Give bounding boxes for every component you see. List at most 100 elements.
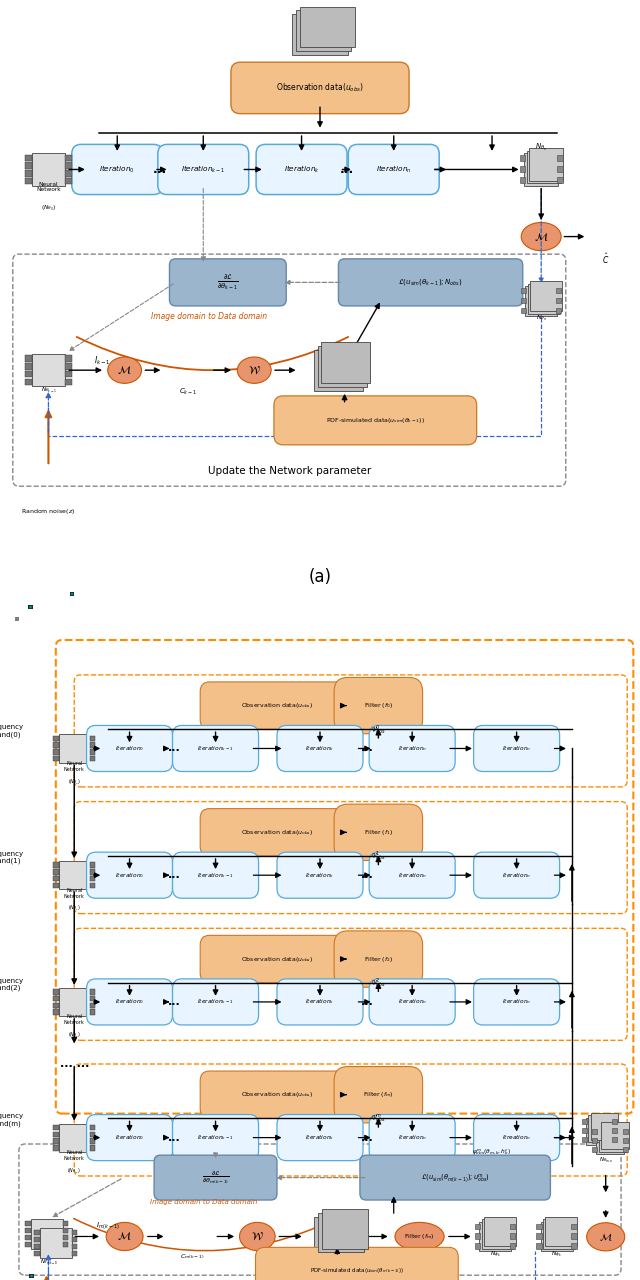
Text: ...: ... — [168, 997, 180, 1007]
FancyBboxPatch shape — [255, 1247, 458, 1280]
FancyBboxPatch shape — [86, 1115, 173, 1161]
Bar — [321, 342, 371, 383]
Bar — [296, 10, 351, 51]
Bar — [25, 178, 31, 184]
Bar — [557, 177, 563, 183]
Text: ...: ... — [340, 163, 354, 175]
Text: $Iteration_n$: $Iteration_n$ — [397, 870, 427, 879]
Bar — [527, 151, 561, 183]
Text: $Iteration_0$: $Iteration_0$ — [115, 870, 144, 879]
Text: PDF-simulated data($u_{sim}(\theta_{m(k-1)})$): PDF-simulated data($u_{sim}(\theta_{m(k-… — [310, 1267, 404, 1275]
Bar — [25, 1235, 31, 1240]
Bar — [582, 1129, 587, 1133]
Bar — [54, 876, 59, 882]
Bar — [90, 742, 95, 748]
Text: Neural
Network: Neural Network — [64, 888, 84, 899]
Text: Filter $(f_m)$: Filter $(f_m)$ — [363, 1091, 394, 1100]
Bar — [510, 1224, 515, 1229]
FancyBboxPatch shape — [277, 1115, 363, 1161]
Bar — [90, 755, 95, 762]
Bar — [536, 1243, 541, 1248]
Text: $Iteration_{k-1}$: $Iteration_{k-1}$ — [197, 997, 234, 1006]
Bar — [598, 1125, 627, 1152]
FancyBboxPatch shape — [86, 726, 173, 772]
Bar — [63, 1221, 68, 1226]
FancyBboxPatch shape — [369, 726, 455, 772]
Bar — [90, 869, 95, 874]
Bar — [54, 1132, 59, 1137]
FancyBboxPatch shape — [277, 979, 363, 1025]
Bar — [25, 1242, 31, 1248]
Text: $\psi^0_{obs}$: $\psi^0_{obs}$ — [371, 723, 386, 736]
Text: $Iteration_n$: $Iteration_n$ — [397, 744, 427, 753]
Bar — [54, 742, 59, 748]
Bar — [557, 166, 563, 172]
Bar — [54, 736, 59, 741]
FancyBboxPatch shape — [200, 682, 354, 730]
Bar — [527, 284, 559, 314]
Bar — [521, 298, 526, 303]
FancyBboxPatch shape — [474, 726, 559, 772]
Bar — [65, 178, 72, 184]
Bar — [521, 288, 526, 293]
Bar — [65, 379, 72, 385]
Bar — [612, 1138, 617, 1142]
Bar — [34, 1230, 40, 1235]
Bar — [63, 1228, 68, 1234]
Bar — [90, 996, 95, 1001]
Bar — [90, 1132, 95, 1137]
Text: ...: ... — [361, 997, 374, 1007]
Bar — [59, 988, 90, 1016]
Bar — [484, 1216, 516, 1247]
Text: $\mathcal{M}$: $\mathcal{M}$ — [599, 1231, 612, 1243]
Bar — [318, 1213, 364, 1252]
Bar — [586, 1117, 613, 1144]
Bar — [475, 1243, 480, 1248]
Text: $\mathcal{M}$: $\mathcal{M}$ — [117, 365, 132, 376]
Text: Image domain to Data domain: Image domain to Data domain — [151, 312, 268, 321]
Bar — [54, 882, 59, 888]
Bar — [510, 1243, 515, 1248]
Bar — [54, 869, 59, 874]
Bar — [34, 1236, 40, 1243]
FancyBboxPatch shape — [200, 809, 354, 856]
Text: PDF-simulated data($u_{sim}(\theta_{k-1})$): PDF-simulated data($u_{sim}(\theta_{k-1}… — [326, 416, 425, 425]
Bar — [25, 371, 31, 378]
FancyBboxPatch shape — [369, 979, 455, 1025]
Text: $C_{m(k-1)}$: $C_{m(k-1)}$ — [180, 1253, 204, 1261]
Bar — [25, 1221, 31, 1226]
Bar — [90, 1138, 95, 1144]
Bar — [541, 1221, 573, 1252]
FancyBboxPatch shape — [173, 1115, 259, 1161]
Bar — [63, 1235, 68, 1240]
FancyBboxPatch shape — [334, 931, 422, 987]
Text: ...: ... — [153, 163, 168, 175]
FancyBboxPatch shape — [334, 1066, 422, 1123]
Text: $(N_{\theta_0})$: $(N_{\theta_0})$ — [41, 204, 56, 214]
Bar — [40, 1229, 72, 1257]
Text: $\psi^1_{obs}$: $\psi^1_{obs}$ — [371, 850, 386, 863]
Ellipse shape — [237, 357, 271, 383]
FancyBboxPatch shape — [369, 1115, 455, 1161]
Text: $Iteration_{k-1}$: $Iteration_{k-1}$ — [197, 744, 234, 753]
Bar — [54, 1002, 59, 1009]
Bar — [59, 861, 90, 890]
Text: $N_{\phi_k}$: $N_{\phi_k}$ — [551, 1251, 562, 1260]
Ellipse shape — [106, 1222, 143, 1251]
Text: $(N_{\theta_2})$: $(N_{\theta_2})$ — [68, 1030, 81, 1039]
Bar — [556, 288, 561, 293]
Ellipse shape — [108, 357, 141, 383]
Bar — [520, 166, 525, 172]
Bar — [543, 1219, 575, 1249]
Bar — [317, 346, 367, 387]
Bar — [34, 1251, 40, 1257]
Text: $(N_{\theta_1})$: $(N_{\theta_1})$ — [68, 904, 81, 913]
Bar — [321, 1208, 367, 1249]
Bar — [59, 1124, 90, 1152]
Bar — [314, 1216, 360, 1257]
Text: $(N_{\theta_m})$: $(N_{\theta_m})$ — [67, 1166, 81, 1175]
Bar — [582, 1120, 587, 1124]
Bar — [572, 1243, 577, 1248]
Bar — [591, 1112, 618, 1139]
FancyBboxPatch shape — [158, 145, 249, 195]
